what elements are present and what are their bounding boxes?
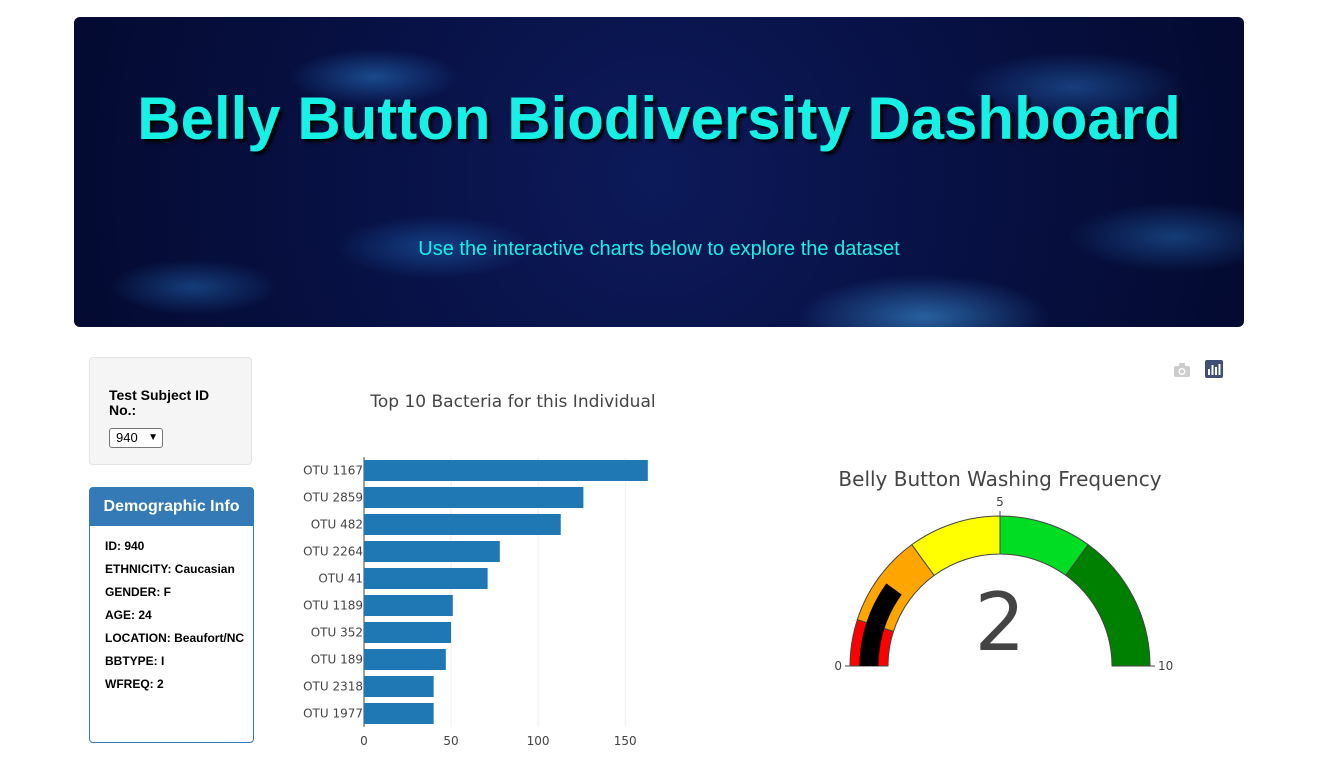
demo-age: AGE: 24 xyxy=(105,608,152,622)
bar-chart-title: Top 10 Bacteria for this Individual xyxy=(369,392,655,412)
gauge-title: Belly Button Washing Frequency xyxy=(838,467,1161,491)
demo-gender: GENDER: F xyxy=(105,585,171,599)
bar-category-label: OTU 1167 xyxy=(303,464,363,478)
bar[interactable] xyxy=(364,703,434,724)
gauge-chart: Belly Button Washing Frequency 0 5 10 2 xyxy=(834,467,1173,673)
demographic-info-heading: Demographic Info xyxy=(90,488,253,526)
gauge-tick-label: 0 xyxy=(834,659,842,673)
demo-id: ID: 940 xyxy=(105,539,145,553)
gauge-tick-label: 5 xyxy=(996,495,1004,509)
header-banner: Belly Button Biodiversity Dashboard Use … xyxy=(74,17,1244,327)
bar-category-label: OTU 482 xyxy=(311,518,363,532)
bar[interactable] xyxy=(364,460,648,481)
gauge-step xyxy=(1065,543,1151,667)
bar[interactable] xyxy=(364,676,434,697)
chevron-down-icon: ▼ xyxy=(148,432,158,443)
bar[interactable] xyxy=(364,541,500,562)
subject-selector-panel: Test Subject ID No.: 940 ▼ xyxy=(89,357,252,465)
plotly-logo-icon[interactable] xyxy=(1205,360,1225,378)
bar-category-label: OTU 41 xyxy=(318,572,363,586)
demographic-info-body: ID: 940 ETHNICITY: Caucasian GENDER: F A… xyxy=(90,526,253,691)
camera-icon[interactable] xyxy=(1172,361,1192,379)
gauge-value-bar xyxy=(859,583,902,666)
bar[interactable] xyxy=(364,487,584,508)
bar-x-tick-label: 150 xyxy=(614,734,637,748)
bar-category-label: OTU 2859 xyxy=(303,491,363,505)
page-title: Belly Button Biodiversity Dashboard xyxy=(137,85,1181,152)
bar-category-label: OTU 1977 xyxy=(303,707,363,721)
subject-id-select[interactable]: 940 ▼ xyxy=(109,428,163,448)
bar-category-label: OTU 189 xyxy=(311,653,363,667)
bar-category-label: OTU 1189 xyxy=(303,599,363,613)
subject-selector-label: Test Subject ID No.: xyxy=(109,387,210,418)
bar-category-label: OTU 2264 xyxy=(303,545,363,559)
bar-x-tick-label: 50 xyxy=(443,734,458,748)
bar-chart: Top 10 Bacteria for this Individual OTU … xyxy=(303,392,656,748)
demographic-info-panel: Demographic Info ID: 940 ETHNICITY: Cauc… xyxy=(89,487,254,743)
bar[interactable] xyxy=(364,514,561,535)
demo-location: LOCATION: Beaufort/NC xyxy=(105,631,245,645)
subject-id-value: 940 xyxy=(116,430,138,445)
gauge-value: 2 xyxy=(975,576,1026,669)
bar[interactable] xyxy=(364,568,488,589)
bar[interactable] xyxy=(364,622,452,643)
gauge-tick-label: 10 xyxy=(1158,659,1173,673)
bar-category-label: OTU 2318 xyxy=(303,680,363,694)
bar-x-tick-label: 0 xyxy=(360,734,368,748)
page-subtitle: Use the interactive charts below to expl… xyxy=(418,238,900,260)
demo-bbtype: BBTYPE: I xyxy=(105,654,165,668)
bar[interactable] xyxy=(364,649,446,670)
demo-ethnicity: ETHNICITY: Caucasian xyxy=(105,562,235,576)
demo-wfreq: WFREQ: 2 xyxy=(105,677,164,691)
bar-x-tick-label: 100 xyxy=(527,734,550,748)
bar-category-label: OTU 352 xyxy=(311,626,363,640)
bar[interactable] xyxy=(364,595,453,616)
